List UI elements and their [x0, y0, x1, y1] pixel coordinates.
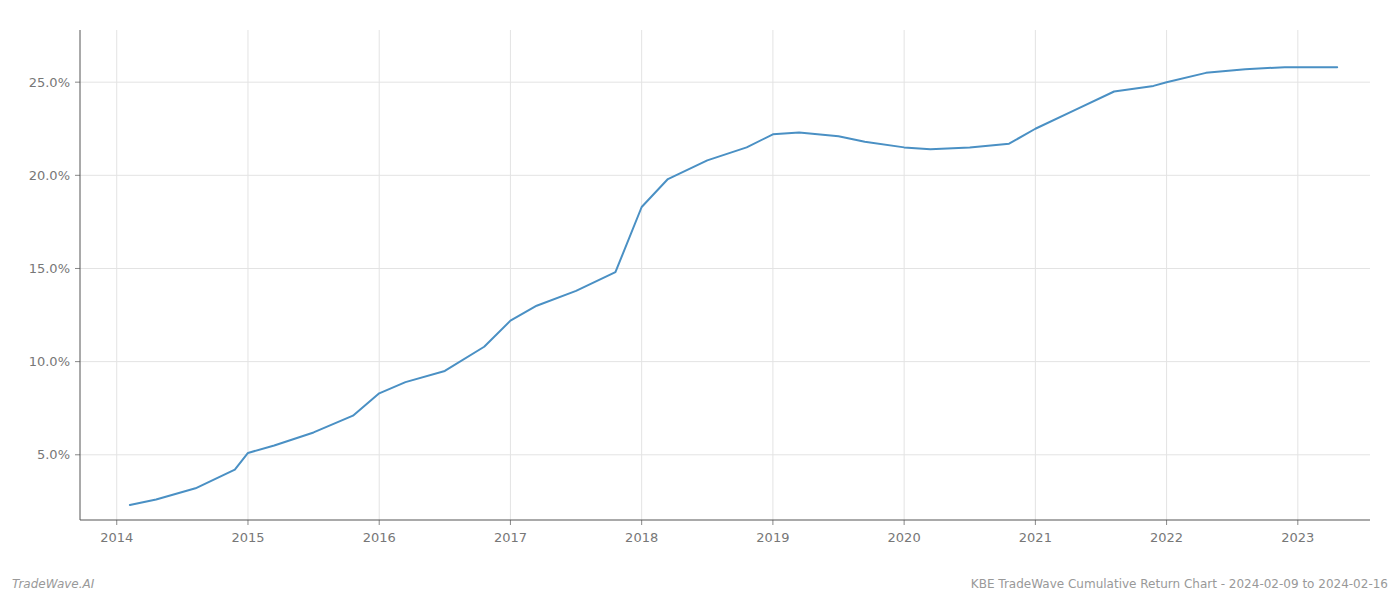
x-grid-line — [1297, 30, 1298, 520]
y-grid-line — [80, 268, 1370, 269]
x-grid-line — [1035, 30, 1036, 520]
chart-svg: 2014 2015 2016 2017 2018 2019 2020 2021 2022 2023… — [0, 0, 1400, 600]
x-grid-line — [116, 30, 117, 520]
y-tick-label: 10.0% — [29, 354, 70, 369]
y-grid-line — [80, 361, 1370, 362]
x-tick-label: 2019 — [756, 530, 789, 545]
x-tick-label: 2021 — [1019, 530, 1052, 545]
chart-container: 2014 2015 2016 2017 2018 2019 2020 2021 2022 2023… — [0, 0, 1400, 600]
y-tick-label: 5.0% — [37, 447, 70, 462]
x-tick-label: 2017 — [494, 530, 527, 545]
x-tick — [247, 520, 248, 525]
x-axis-line — [80, 520, 1370, 521]
x-tick — [641, 520, 642, 525]
y-grid-line — [80, 175, 1370, 176]
y-tick — [75, 361, 80, 362]
footer-text: TradeWave.AI — [12, 577, 95, 591]
y-tick — [75, 454, 80, 455]
y-grid-line — [80, 82, 1370, 83]
x-grid-line — [1166, 30, 1167, 520]
x-tick — [1297, 520, 1298, 525]
grid — [80, 30, 1370, 520]
line-series — [130, 67, 1337, 505]
y-tick — [75, 175, 80, 176]
x-tick — [379, 520, 380, 525]
x-tick-label: 2023 — [1281, 530, 1314, 545]
plot-area — [130, 67, 1337, 505]
x-tick — [1035, 520, 1036, 525]
x-grid-line — [641, 30, 642, 520]
x-tick — [510, 520, 511, 525]
axes: 2014 2015 2016 2017 2018 2019 2020 2021 2022 2023… — [29, 30, 1370, 545]
x-tick — [116, 520, 117, 525]
x-tick-label: 2018 — [625, 530, 658, 545]
y-grid-line — [80, 454, 1370, 455]
x-grid-line — [510, 30, 511, 520]
y-tick — [75, 82, 80, 83]
y-tick-label: 15.0% — [29, 261, 70, 276]
x-grid-line — [379, 30, 380, 520]
x-tick — [772, 520, 773, 525]
x-tick — [904, 520, 905, 525]
y-tick-label: 20.0% — [29, 168, 70, 183]
x-tick-label: 2014 — [100, 530, 133, 545]
x-tick-label: 2020 — [888, 530, 921, 545]
y-axis-line — [80, 30, 81, 520]
x-tick-label: 2015 — [231, 530, 264, 545]
x-grid-line — [247, 30, 248, 520]
y-tick — [75, 268, 80, 269]
footer-text: KBE TradeWave Cumulative Return Chart - … — [971, 577, 1388, 591]
x-tick-label: 2022 — [1150, 530, 1183, 545]
x-grid-line — [904, 30, 905, 520]
x-grid-line — [772, 30, 773, 520]
x-tick — [1166, 520, 1167, 525]
x-tick-label: 2016 — [363, 530, 396, 545]
y-tick-label: 25.0% — [29, 75, 70, 90]
